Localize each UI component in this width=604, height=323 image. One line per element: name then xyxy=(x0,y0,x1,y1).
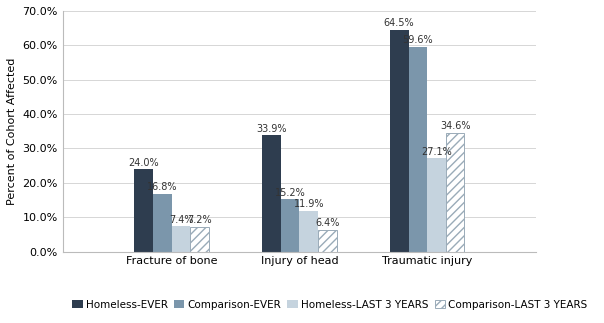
Bar xyxy=(318,230,337,252)
Bar xyxy=(427,159,446,252)
Text: 33.9%: 33.9% xyxy=(256,124,287,134)
Text: 7.2%: 7.2% xyxy=(187,215,212,225)
Bar xyxy=(390,30,408,252)
Text: 6.4%: 6.4% xyxy=(315,218,339,228)
Text: 24.0%: 24.0% xyxy=(129,158,159,168)
Bar xyxy=(135,169,153,252)
Bar xyxy=(281,199,300,252)
Text: 15.2%: 15.2% xyxy=(275,188,306,198)
Text: 64.5%: 64.5% xyxy=(384,18,414,28)
Bar xyxy=(172,226,190,252)
Bar xyxy=(190,227,209,252)
Y-axis label: Percent of Cohort Affected: Percent of Cohort Affected xyxy=(7,57,17,205)
Bar xyxy=(408,47,427,252)
Text: 27.1%: 27.1% xyxy=(421,147,452,157)
Legend: Homeless-EVER, Comparison-EVER, Homeless-LAST 3 YEARS, Comparison-LAST 3 YEARS: Homeless-EVER, Comparison-EVER, Homeless… xyxy=(68,296,592,314)
Bar xyxy=(153,194,172,252)
Bar xyxy=(446,133,464,252)
Text: 59.6%: 59.6% xyxy=(402,35,433,45)
Text: 34.6%: 34.6% xyxy=(440,121,471,131)
Text: 11.9%: 11.9% xyxy=(294,199,324,209)
Bar xyxy=(300,211,318,252)
Text: 7.4%: 7.4% xyxy=(169,215,193,225)
Bar xyxy=(262,135,281,252)
Text: 16.8%: 16.8% xyxy=(147,182,178,193)
